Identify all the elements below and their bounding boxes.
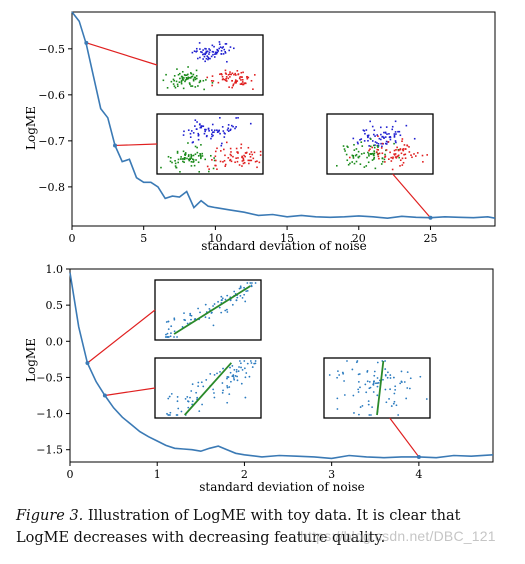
top-y-tick-label: −0.5 — [38, 43, 65, 56]
top-inset-3 — [326, 113, 434, 175]
bot-x-tick-label: 3 — [328, 468, 335, 481]
top-x-tick-label: 15 — [280, 232, 294, 245]
bottom-y-axis-label: LogME — [24, 338, 38, 382]
bot-y-tick-label: 0.5 — [46, 299, 64, 312]
bot-inset-1 — [154, 279, 262, 341]
caption-text: Illustration of LogME with toy data. It … — [16, 508, 461, 546]
top-annotation-point — [428, 215, 433, 220]
bot-annotation-point — [85, 360, 90, 365]
bottom-plot-area: 0 1 2 3 4 1.0 0.5 0.0 −0.5 −1.0 −1.5 — [36, 263, 494, 481]
top-x-tick-label: 20 — [352, 232, 366, 245]
bot-inset-3 — [323, 357, 431, 419]
bot-axes-frame — [69, 268, 494, 463]
bot-y-tick-label: 1.0 — [46, 263, 64, 276]
figure-caption: Figure 3. Illustration of LogME with toy… — [16, 505, 516, 549]
top-annotation-connector — [114, 143, 158, 147]
bot-x-tick-label: 2 — [241, 468, 248, 481]
bot-x-tick-label: 1 — [154, 468, 161, 481]
top-plot-area: 0 5 10 15 20 25 −0.5 −0.6 −0.7 −0.8 — [38, 11, 496, 245]
bot-annotation-connector — [389, 417, 420, 458]
bot-inset-2 — [154, 357, 262, 419]
bottom-chart: 0 1 2 3 4 1.0 0.5 0.0 −0.5 −1.0 −1.5 LogME standar… — [24, 263, 494, 494]
bottom-inset-layer — [154, 279, 431, 419]
bot-y-tick-label: −1.5 — [36, 444, 63, 457]
bot-annotation-connector — [87, 309, 156, 364]
top-annotation-connector — [86, 42, 158, 66]
bot-y-tick-label: −0.5 — [36, 371, 63, 384]
top-y-tick-label: −0.6 — [38, 89, 65, 102]
top-chart: 0 5 10 15 20 25 −0.5 −0.6 −0.7 −0.8 LogME standar… — [24, 11, 496, 250]
top-series-line — [71, 11, 496, 220]
top-annotation-point — [113, 143, 118, 148]
bot-annotation-point — [102, 393, 107, 398]
watermark: https://blog.csdn.net/DBC_121 — [300, 528, 496, 544]
top-x-tick-label: 10 — [208, 232, 222, 245]
figure-label: Figure 3. — [16, 508, 84, 524]
top-y-tick-label: −0.7 — [38, 135, 65, 148]
bot-series-line — [69, 272, 494, 460]
top-inset-layer — [156, 34, 434, 175]
top-inset-1 — [156, 34, 264, 96]
top-axes-frame — [71, 11, 496, 227]
top-x-tick-label: 0 — [69, 232, 76, 245]
top-y-tick-label: −0.8 — [38, 181, 65, 194]
top-x-axis-label: standard deviation of noise — [201, 239, 366, 250]
top-inset-2 — [156, 113, 264, 175]
bottom-x-axis-label: standard deviation of noise — [199, 480, 364, 494]
top-x-tick-label: 25 — [423, 232, 437, 245]
top-annotation-point — [84, 40, 89, 45]
bot-annotation-connector — [104, 387, 156, 397]
bot-y-tick-label: −1.0 — [36, 408, 63, 421]
top-x-tick-label: 5 — [140, 232, 147, 245]
bot-x-tick-label: 0 — [67, 468, 74, 481]
bot-y-tick-label: 0.0 — [46, 335, 64, 348]
bot-annotation-point — [416, 454, 421, 459]
top-annotation-connector — [392, 173, 431, 219]
top-y-axis-label: LogME — [24, 106, 38, 150]
bot-x-tick-label: 4 — [415, 468, 422, 481]
